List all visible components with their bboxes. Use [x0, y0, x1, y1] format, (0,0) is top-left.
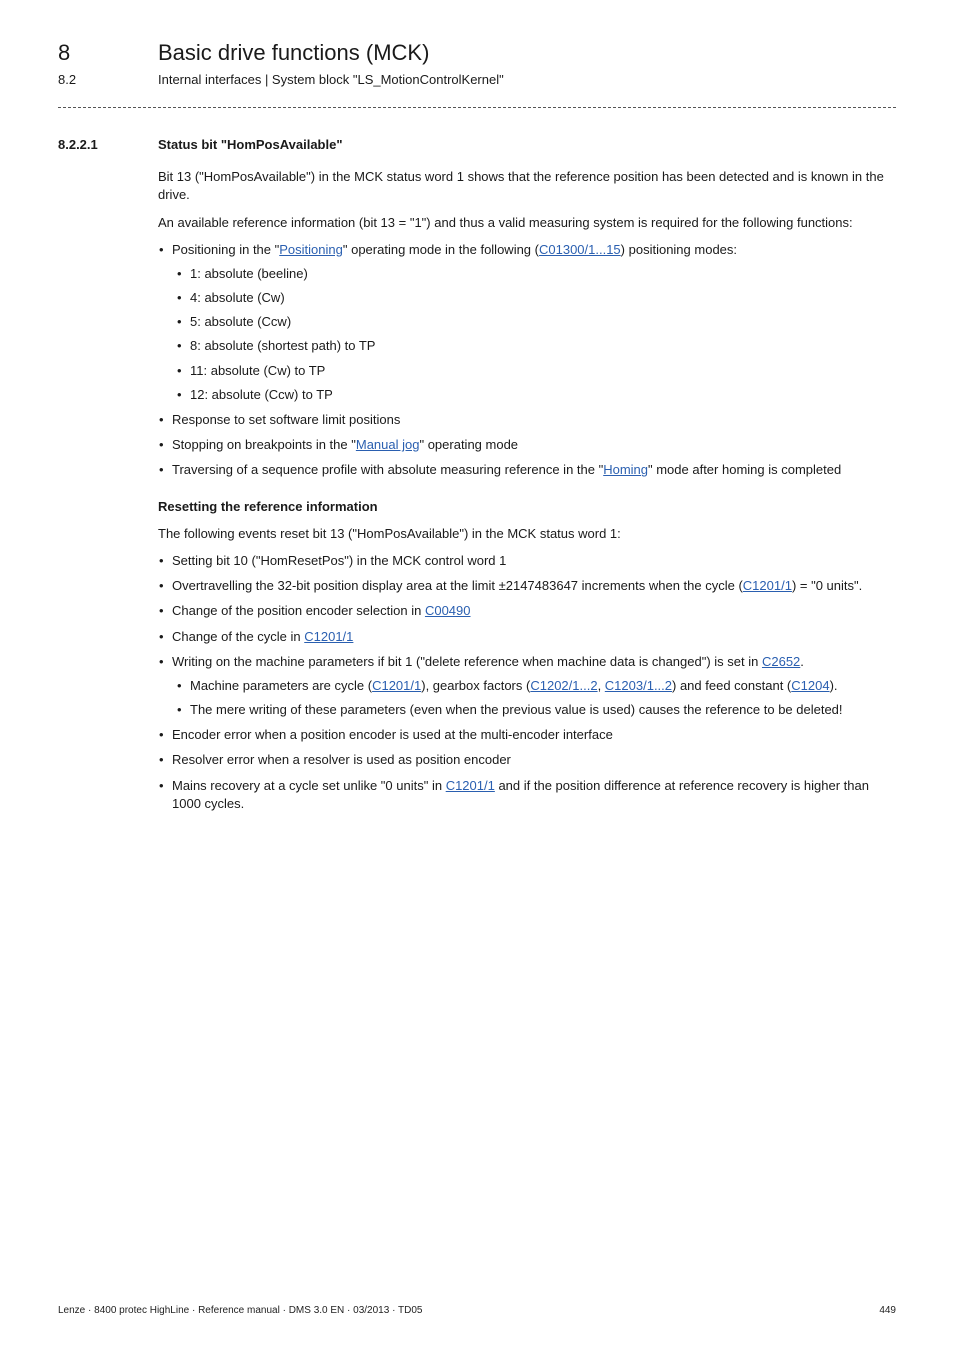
list-item: 11: absolute (Cw) to TP: [190, 362, 888, 380]
link-c1203[interactable]: C1203/1...2: [605, 678, 672, 693]
text: Writing on the machine parameters if bit…: [172, 654, 762, 669]
text: Change of the cycle in: [172, 629, 304, 644]
text: ).: [830, 678, 838, 693]
text: ) positioning modes:: [621, 242, 737, 257]
list-item: Writing on the machine parameters if bit…: [172, 653, 888, 720]
list-item: The mere writing of these parameters (ev…: [190, 701, 888, 719]
subsection-title: Status bit "HomPosAvailable": [158, 136, 343, 154]
link-c01300[interactable]: C01300/1...15: [539, 242, 621, 257]
list-item: Setting bit 10 ("HomResetPos") in the MC…: [172, 552, 888, 570]
text: " mode after homing is completed: [648, 462, 841, 477]
list-item: Encoder error when a position encoder is…: [172, 726, 888, 744]
text: Stopping on breakpoints in the ": [172, 437, 356, 452]
link-c1201[interactable]: C1201/1: [743, 578, 792, 593]
link-homing[interactable]: Homing: [603, 462, 648, 477]
text: ), gearbox factors (: [421, 678, 530, 693]
list-item: Change of the cycle in C1201/1: [172, 628, 888, 646]
list-item: 12: absolute (Ccw) to TP: [190, 386, 888, 404]
link-c1201[interactable]: C1201/1: [446, 778, 495, 793]
list-item: Response to set software limit positions: [172, 411, 888, 429]
text: Machine parameters are cycle (: [190, 678, 372, 693]
text: Overtravelling the 32-bit position displ…: [172, 578, 743, 593]
text: Positioning in the ": [172, 242, 279, 257]
chapter-title: Basic drive functions (MCK): [158, 38, 429, 69]
link-c1202[interactable]: C1202/1...2: [530, 678, 597, 693]
list-item: 1: absolute (beeline): [190, 265, 888, 283]
subheading: Resetting the reference information: [158, 498, 888, 516]
paragraph: The following events reset bit 13 ("HomP…: [158, 525, 888, 543]
link-positioning[interactable]: Positioning: [279, 242, 343, 257]
text: ) and feed constant (: [672, 678, 791, 693]
list-item: Stopping on breakpoints in the "Manual j…: [172, 436, 888, 454]
text: Change of the position encoder selection…: [172, 603, 425, 618]
chapter-number: 8: [58, 38, 158, 69]
list-item: Positioning in the "Positioning" operati…: [172, 241, 888, 404]
list-item: Resolver error when a resolver is used a…: [172, 751, 888, 769]
paragraph: An available reference information (bit …: [158, 214, 888, 232]
text: ) = "0 units".: [792, 578, 862, 593]
subsection-number: 8.2.2.1: [58, 136, 158, 154]
link-c00490[interactable]: C00490: [425, 603, 471, 618]
list-item: Overtravelling the 32-bit position displ…: [172, 577, 888, 595]
list-item: 5: absolute (Ccw): [190, 313, 888, 331]
text: " operating mode: [419, 437, 518, 452]
list-item: 4: absolute (Cw): [190, 289, 888, 307]
link-manual-jog[interactable]: Manual jog: [356, 437, 420, 452]
text: ,: [598, 678, 605, 693]
list-item: Mains recovery at a cycle set unlike "0 …: [172, 777, 888, 813]
section-title: Internal interfaces | System block "LS_M…: [158, 71, 504, 89]
list-item: Traversing of a sequence profile with ab…: [172, 461, 888, 479]
text: .: [800, 654, 804, 669]
text: Mains recovery at a cycle set unlike "0 …: [172, 778, 446, 793]
paragraph: Bit 13 ("HomPosAvailable") in the MCK st…: [158, 168, 888, 204]
section-number: 8.2: [58, 71, 158, 89]
link-c1201[interactable]: C1201/1: [372, 678, 421, 693]
separator: [58, 107, 896, 108]
footer-left: Lenze · 8400 protec HighLine · Reference…: [58, 1304, 422, 1318]
page-number: 449: [879, 1304, 896, 1318]
text: " operating mode in the following (: [343, 242, 539, 257]
list-item: 8: absolute (shortest path) to TP: [190, 337, 888, 355]
link-c1201[interactable]: C1201/1: [304, 629, 353, 644]
list-item: Change of the position encoder selection…: [172, 602, 888, 620]
list-item: Machine parameters are cycle (C1201/1), …: [190, 677, 888, 695]
link-c2652[interactable]: C2652: [762, 654, 800, 669]
link-c1204[interactable]: C1204: [791, 678, 829, 693]
text: Traversing of a sequence profile with ab…: [172, 462, 603, 477]
